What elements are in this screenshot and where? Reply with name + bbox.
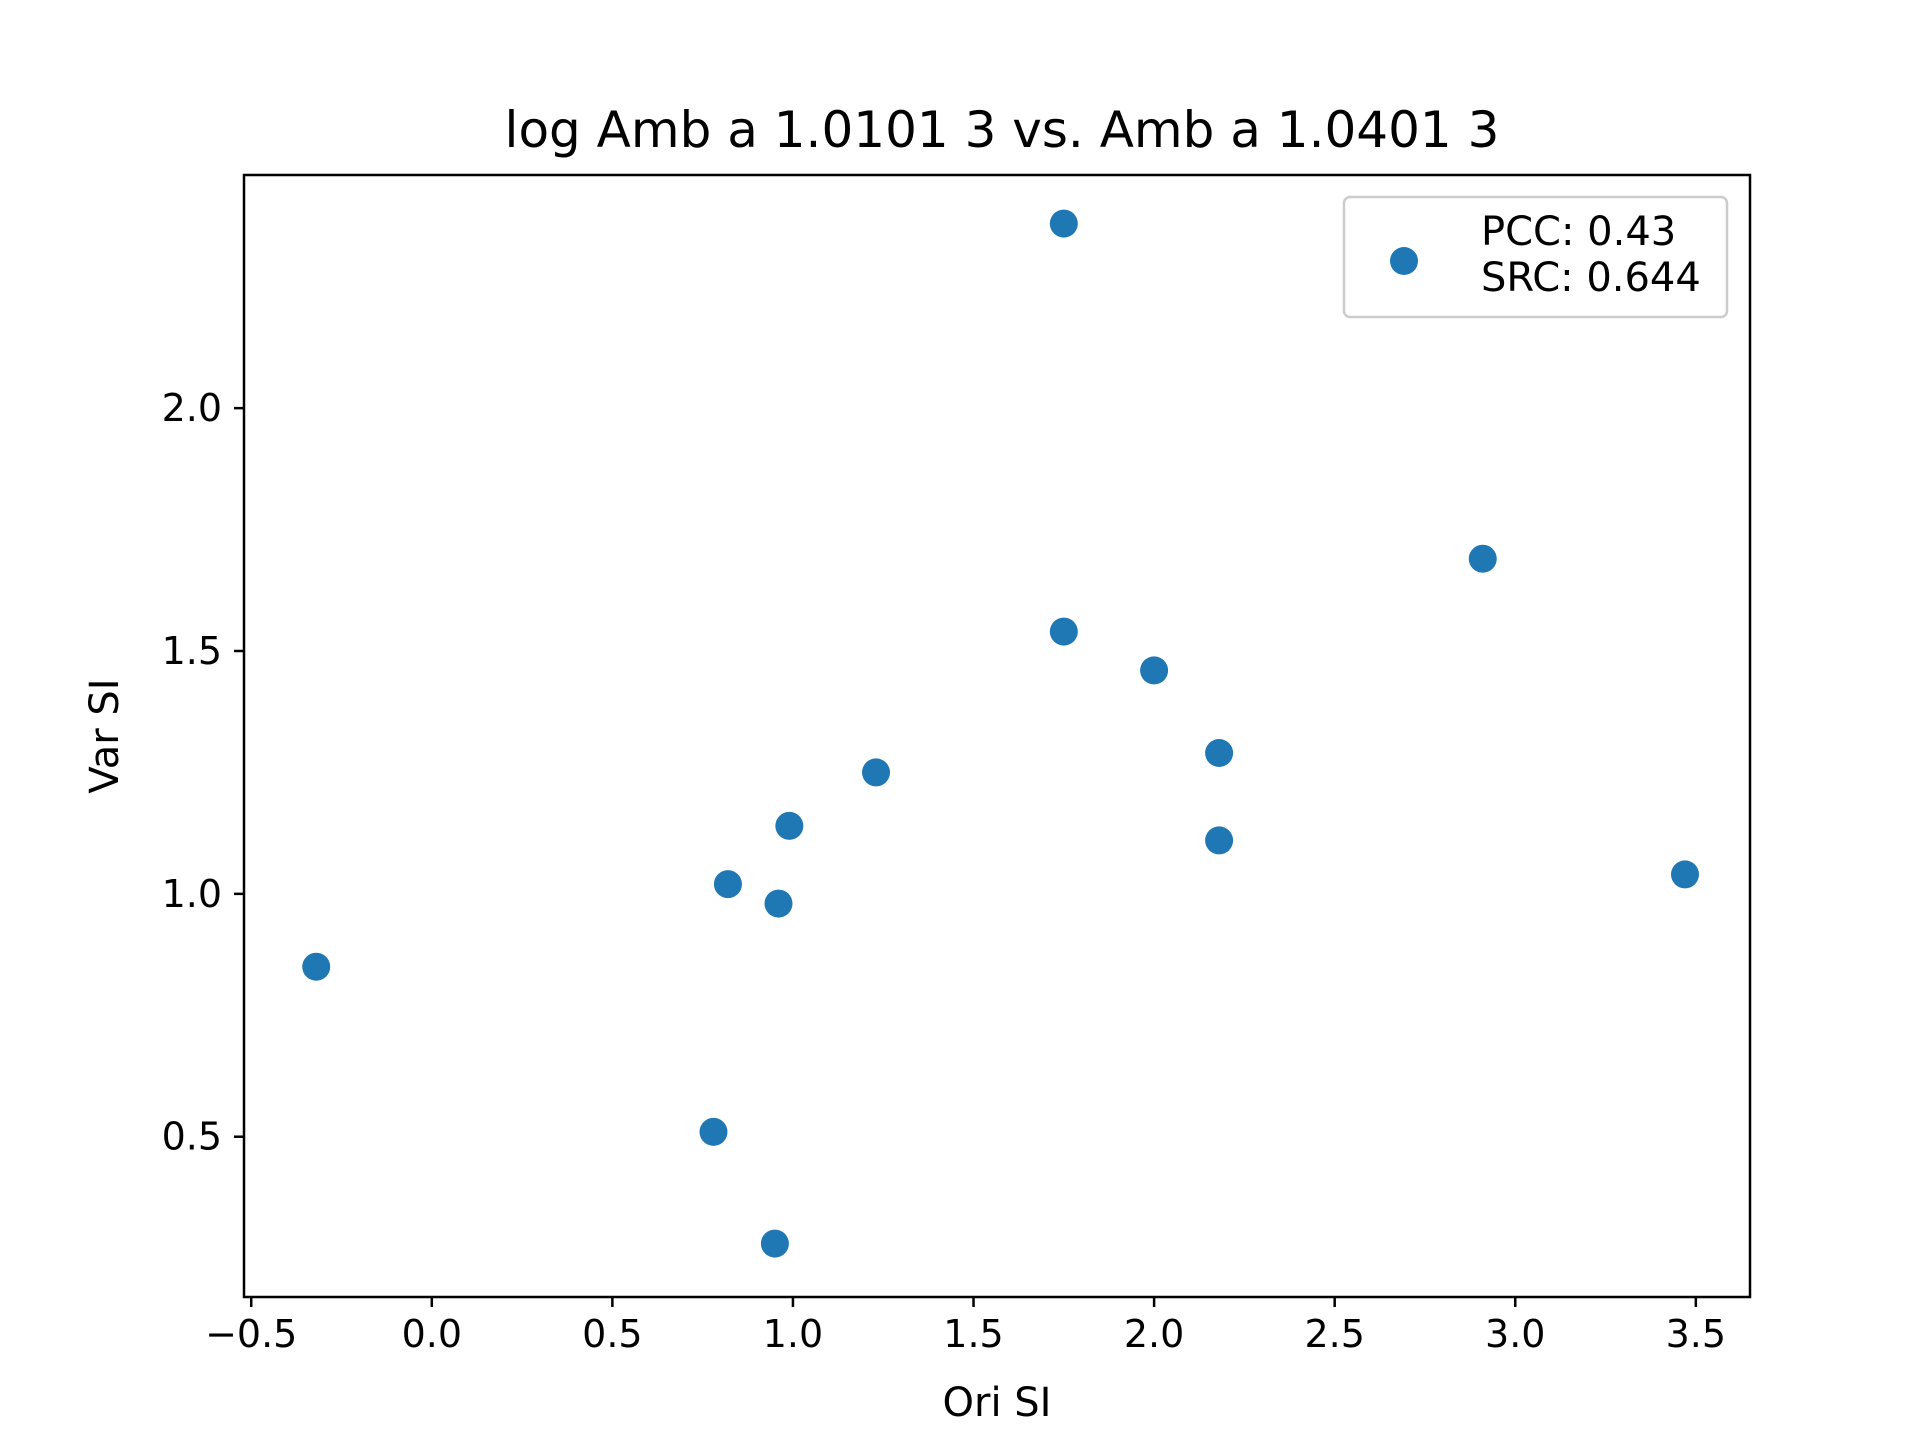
x-tick-label: 2.5 <box>1304 1312 1364 1356</box>
x-axis-label: Ori SI <box>943 1380 1052 1426</box>
legend-line-src: SRC: 0.644 <box>1481 255 1701 301</box>
legend-line-pcc: PCC: 0.43 <box>1481 209 1676 255</box>
data-point-9 <box>1140 656 1168 684</box>
y-tick-label: 1.0 <box>162 872 222 916</box>
y-axis-label: Var SI <box>82 678 128 793</box>
x-tick-label: 1.0 <box>763 1312 823 1356</box>
chart-title: log Amb a 1.0101 3 vs. Amb a 1.0401 3 <box>505 101 1500 159</box>
data-point-0 <box>302 953 330 981</box>
x-tick-label: −0.5 <box>205 1312 297 1356</box>
x-tick-label: 0.0 <box>402 1312 462 1356</box>
data-point-8 <box>1050 618 1078 646</box>
y-tick-label: 0.5 <box>162 1115 222 1159</box>
x-tick-label: 2.0 <box>1124 1312 1184 1356</box>
data-point-7 <box>1050 210 1078 238</box>
data-point-6 <box>862 758 890 786</box>
data-point-12 <box>1469 545 1497 573</box>
x-tick-label: 3.5 <box>1666 1312 1726 1356</box>
data-point-3 <box>761 1230 789 1258</box>
y-tick-label: 2.0 <box>162 386 222 430</box>
data-point-1 <box>699 1118 727 1146</box>
x-tick-label: 3.0 <box>1485 1312 1545 1356</box>
data-point-2 <box>714 870 742 898</box>
y-tick-label: 1.5 <box>162 629 222 673</box>
x-tick-label: 0.5 <box>582 1312 642 1356</box>
data-point-10 <box>1205 739 1233 767</box>
data-point-13 <box>1671 860 1699 888</box>
legend: PCC: 0.43 SRC: 0.644 <box>1344 197 1727 317</box>
legend-marker <box>1390 247 1418 275</box>
data-point-5 <box>775 812 803 840</box>
data-point-4 <box>765 890 793 918</box>
data-point-11 <box>1205 826 1233 854</box>
x-tick-label: 1.5 <box>943 1312 1003 1356</box>
